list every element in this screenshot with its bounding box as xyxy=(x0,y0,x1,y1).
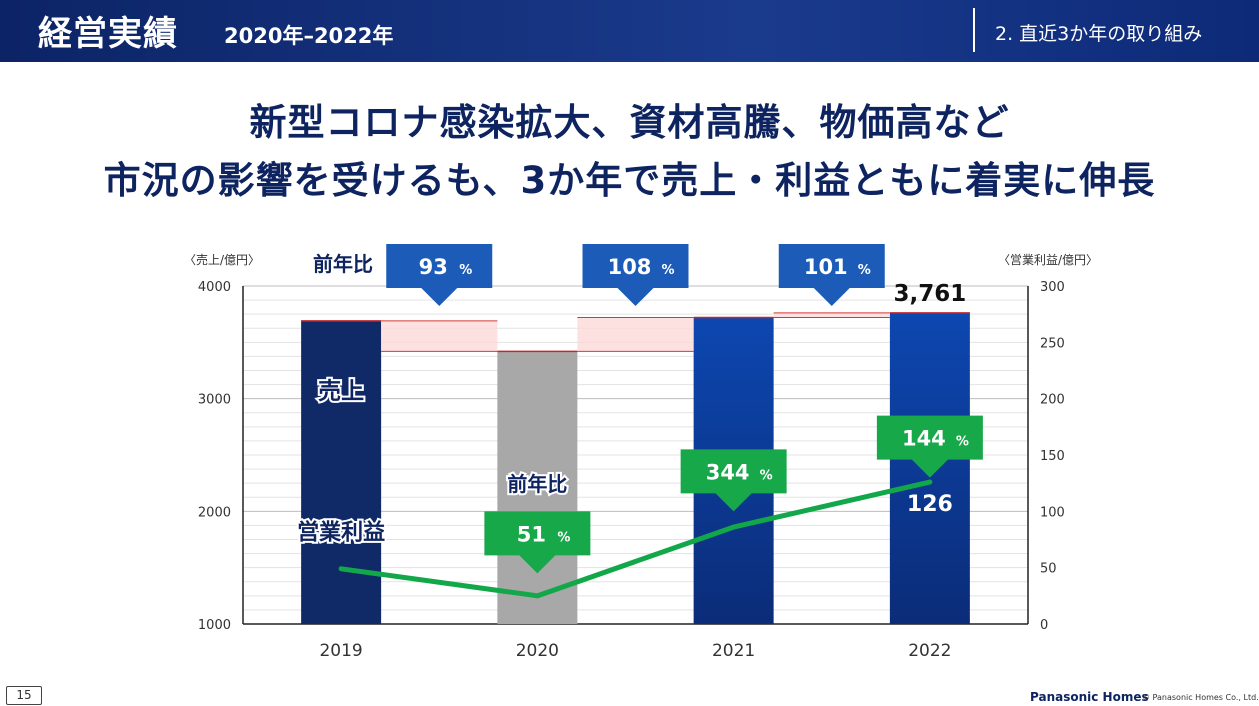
sales-yoy-unit: % xyxy=(858,263,871,278)
page-title: 経営実績 xyxy=(38,14,178,54)
sales-series-label: 売上 xyxy=(318,379,364,405)
sales-yoy-value: 101 xyxy=(804,255,848,279)
sales-yoy-callout xyxy=(778,244,885,306)
sales-profit-chart: 1000 2000 3000 4000 0 50 100 150 200 250 300 〈売上/億円… xyxy=(184,244,1098,661)
profit-point xyxy=(338,566,344,572)
profit-series-label: 営業利益 xyxy=(297,520,385,546)
right-tick-label: 50 xyxy=(1040,562,1057,577)
left-tick-label: 3000 xyxy=(198,393,231,408)
sales-yoy-callout xyxy=(386,244,493,306)
profit-yoy-callout xyxy=(680,449,787,512)
header-bar: 経営実績 2020年–2022年 2. 直近3か年の取り組み xyxy=(0,0,1259,62)
profit-point xyxy=(731,524,737,530)
right-tick-label: 0 xyxy=(1040,618,1048,633)
x-tick-label: 2020 xyxy=(516,641,559,661)
profit-yoy-label: 前年比 xyxy=(507,472,567,496)
section-label: 2. 直近3か年の取り組み xyxy=(995,23,1203,45)
sales-yoy-label: 前年比 xyxy=(313,252,373,276)
profit-yoy-value: 144 xyxy=(902,427,946,451)
right-tick-label: 300 xyxy=(1040,280,1065,295)
brand-logo: Panasonic Homes xyxy=(1030,690,1149,704)
profit-data-label-2022: 126 xyxy=(907,492,953,517)
sales-data-label-2022: 3,761 xyxy=(893,281,966,307)
left-tick-label: 4000 xyxy=(198,280,231,295)
profit-yoy-unit: % xyxy=(760,468,773,483)
sales-yoy-value: 108 xyxy=(608,255,652,279)
profit-yoy-value: 344 xyxy=(706,460,750,484)
sales-yoy-unit: % xyxy=(662,263,675,278)
right-tick-label: 100 xyxy=(1040,505,1065,520)
yoy-band xyxy=(773,312,890,318)
x-tick-label: 2019 xyxy=(319,641,362,661)
sales-yoy-unit: % xyxy=(459,263,472,278)
right-axis-title: 〈営業利益/億円〉 xyxy=(998,253,1098,267)
profit-yoy-value: 51 xyxy=(517,522,546,546)
page-number: 15 xyxy=(6,686,42,705)
header-divider xyxy=(973,8,975,52)
bar-sales-2020 xyxy=(497,351,578,624)
profit-yoy-callout xyxy=(484,511,591,574)
copyright: © Panasonic Homes Co., Ltd. xyxy=(1142,693,1259,702)
page-subtitle-years: 2020年–2022年 xyxy=(224,24,394,48)
profit-point xyxy=(927,479,933,485)
right-tick-label: 150 xyxy=(1040,449,1065,464)
bar-sales-2019 xyxy=(301,320,382,624)
yoy-band xyxy=(381,320,498,352)
sales-yoy-value: 93 xyxy=(419,255,448,279)
sales-yoy-callout xyxy=(582,244,689,306)
headline-line-1: 新型コロナ感染拡大、資材高騰、物価高など xyxy=(249,101,1010,144)
yoy-band xyxy=(577,317,694,352)
x-tick-label: 2022 xyxy=(908,641,951,661)
profit-point xyxy=(534,593,540,599)
profit-yoy-unit: % xyxy=(557,530,570,545)
right-tick-label: 200 xyxy=(1040,393,1065,408)
left-tick-label: 1000 xyxy=(198,618,231,633)
right-tick-label: 250 xyxy=(1040,336,1065,351)
left-tick-label: 2000 xyxy=(198,505,231,520)
profit-yoy-unit: % xyxy=(956,435,969,450)
profit-line xyxy=(340,479,931,599)
x-tick-label: 2021 xyxy=(712,641,755,661)
profit-yoy-callout xyxy=(876,415,983,478)
left-axis-title: 〈売上/億円〉 xyxy=(184,252,260,267)
headline-line-2: 市況の影響を受けるも、3か年で売上・利益ともに着実に伸長 xyxy=(103,159,1156,202)
